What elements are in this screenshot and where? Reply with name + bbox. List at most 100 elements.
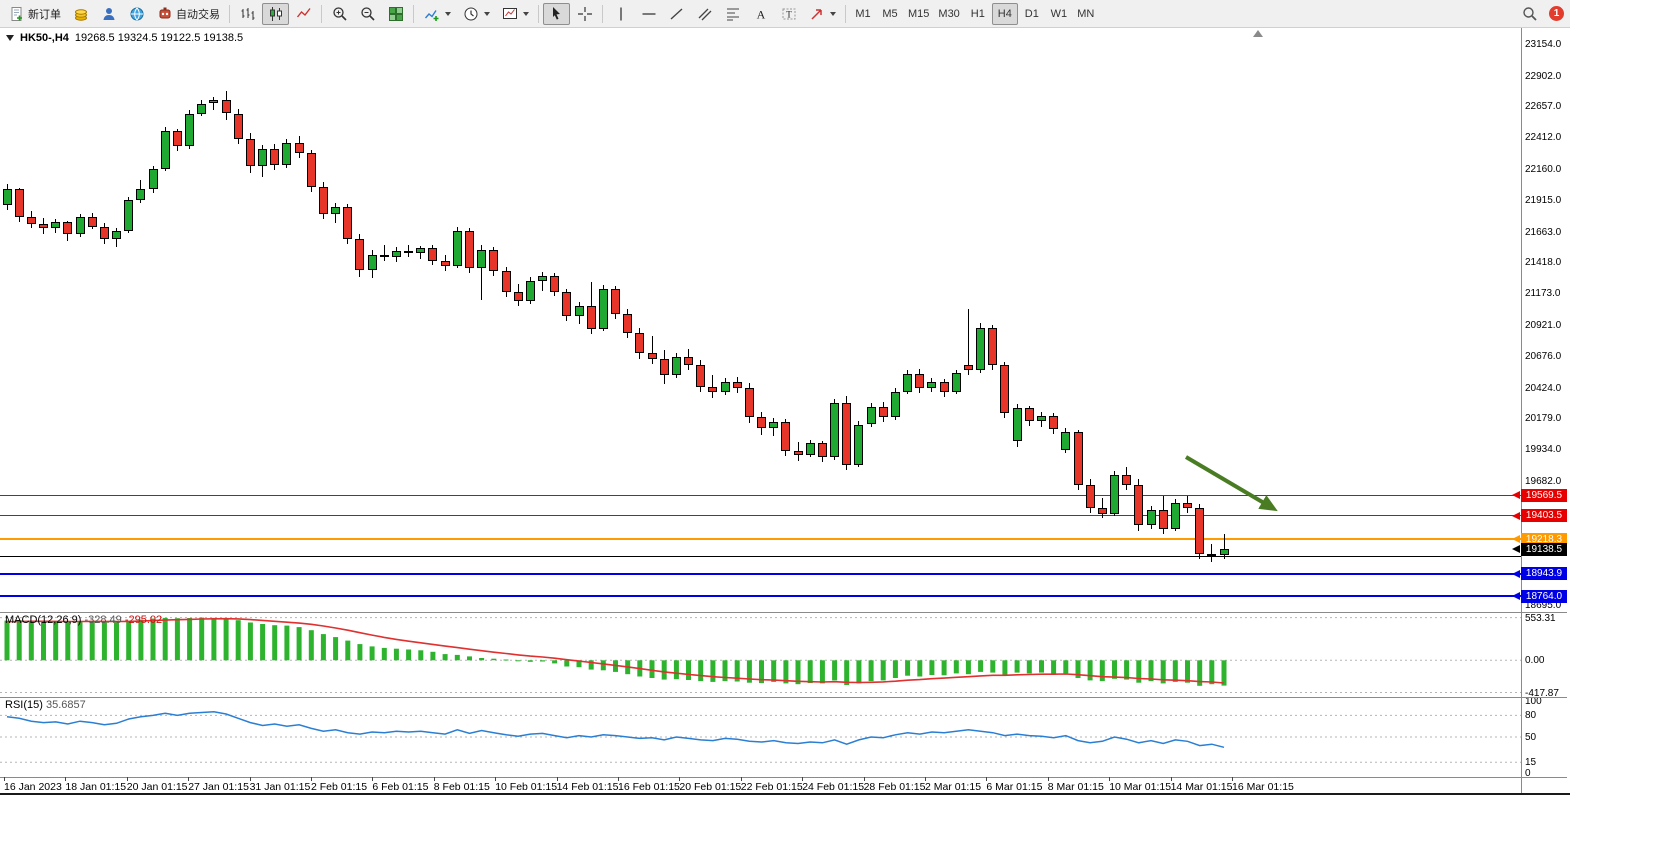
candle-body [367, 254, 377, 270]
candle-body [513, 292, 523, 302]
candle-body [878, 406, 888, 417]
text-tool-button[interactable]: A [747, 3, 774, 25]
timeframe-button-m15[interactable]: M15 [904, 3, 933, 25]
cursor-button[interactable] [543, 2, 570, 25]
candle-body [465, 230, 474, 269]
price-tag[interactable]: 19569.5 [1521, 488, 1567, 502]
fibonacci-tool-button[interactable] [719, 3, 746, 25]
scale-separator [1521, 28, 1522, 795]
candle-body [1146, 510, 1156, 526]
candle-body [611, 288, 620, 314]
price-axis-label: 22160.0 [1525, 164, 1562, 175]
candle-body [915, 374, 925, 388]
tile-windows-button[interactable] [382, 3, 409, 25]
time-axis-label: 14 Feb 01:15 [556, 781, 619, 793]
main-toolbar: 新订单 自动交易 A T M1 M5 M15 M30 H1 H4 D1 W [0, 0, 1570, 28]
candle-body [757, 416, 766, 429]
svg-text:A: A [756, 7, 765, 21]
rsi-label: RSI(15) 35.6857 [5, 699, 86, 711]
timeframe-button-h1[interactable]: H1 [965, 3, 991, 25]
candle-body [26, 216, 36, 225]
notification-badge[interactable]: 1 [1549, 6, 1564, 21]
chart-title: HK50-,H4 19268.5 19324.5 19122.5 19138.5 [6, 32, 243, 44]
chart-shift-marker-icon [1253, 30, 1263, 37]
toolbar-separator [602, 4, 603, 23]
candle-wick [967, 308, 969, 376]
indicators-icon [423, 5, 440, 22]
price-axis-label: 19682.0 [1525, 475, 1562, 487]
trendline-tool-button[interactable] [663, 3, 690, 25]
line-chart-icon [295, 5, 312, 22]
indicators-button[interactable] [418, 3, 456, 25]
macd-panel-separator[interactable] [0, 612, 1567, 613]
price-tag[interactable]: 18764.0 [1521, 589, 1567, 603]
horizontal-line-tool-button[interactable] [635, 3, 662, 25]
bar-chart-mode-button[interactable] [234, 3, 261, 25]
time-axis-label: 10 Feb 01:15 [495, 781, 558, 793]
new-order-button[interactable]: 新订单 [3, 3, 66, 25]
periods-button[interactable] [457, 3, 495, 25]
timeframe-button-h4[interactable]: H4 [991, 2, 1018, 25]
price-tag[interactable]: 19403.5 [1521, 509, 1567, 523]
time-axis-label: 20 Jan 01:15 [126, 781, 188, 793]
line-chart-mode-button[interactable] [290, 3, 317, 25]
time-axis[interactable]: 16 Jan 2023 18 Jan 01:15 20 Jan 01:15 27 Ja… [0, 777, 1521, 795]
auto-trading-button[interactable]: 自动交易 [151, 3, 225, 25]
horizontal-line[interactable] [0, 494, 1521, 496]
vertical-line-icon [612, 5, 629, 22]
horizontal-line[interactable] [0, 555, 1521, 557]
candle-body [598, 288, 608, 329]
arrows-tool-button[interactable] [803, 3, 841, 25]
time-axis-label: 10 Mar 01:15 [1109, 781, 1172, 793]
price-tag[interactable]: 19138.5 [1521, 542, 1567, 556]
candle-body [1207, 554, 1217, 557]
candle-body [209, 99, 219, 104]
timeframe-button-mn[interactable]: MN [1073, 3, 1099, 25]
community-button[interactable] [123, 3, 150, 25]
profile-button[interactable] [95, 3, 122, 25]
candle-body [890, 391, 900, 417]
time-axis-tick [740, 777, 742, 781]
time-axis-tick [802, 777, 804, 781]
price-axis-label: 20424.0 [1525, 382, 1562, 394]
candle-wick [481, 244, 483, 300]
timeframe-button-w1[interactable]: W1 [1046, 3, 1072, 25]
vertical-line-tool-button[interactable] [607, 3, 634, 25]
crosshair-button[interactable] [571, 3, 598, 25]
gold-button[interactable] [67, 3, 94, 25]
candle-body [574, 306, 584, 317]
time-axis-separator [0, 777, 1567, 778]
horizontal-line[interactable] [0, 538, 1521, 541]
price-axis-label: 20676.0 [1525, 350, 1562, 362]
line-right-marker-icon [1512, 535, 1520, 544]
toolbar-separator [321, 4, 322, 23]
collapse-triangle-icon[interactable] [6, 35, 14, 41]
time-axis-tick [556, 777, 558, 781]
channel-tool-button[interactable] [691, 3, 718, 25]
candlestick-mode-button[interactable] [262, 2, 289, 25]
price-tag[interactable]: 18943.9 [1521, 567, 1567, 581]
globe-icon [128, 5, 145, 22]
search-icon [1521, 5, 1538, 22]
price-axis[interactable]: 19569.5 19403.5 19218.3 19138.5 18943.9 18764… [1521, 0, 1569, 846]
candle-body [477, 249, 487, 269]
horizontal-line[interactable] [0, 572, 1521, 575]
timeframe-button-m1[interactable]: M1 [850, 3, 876, 25]
templates-button[interactable] [496, 3, 534, 25]
candle-body [854, 424, 864, 465]
zoom-in-button[interactable] [326, 3, 353, 25]
horizontal-line[interactable] [0, 595, 1521, 598]
search-button[interactable] [1516, 3, 1543, 25]
label-tool-button[interactable]: T [775, 3, 802, 25]
timeframe-button-m30[interactable]: M30 [934, 3, 963, 25]
timeframe-button-d1[interactable]: D1 [1019, 3, 1045, 25]
svg-text:T: T [786, 9, 792, 19]
time-axis-tick [863, 777, 865, 781]
price-tag[interactable]: 19218.3 [1521, 532, 1567, 546]
candle-body [440, 260, 450, 266]
timeframe-button-m5[interactable]: M5 [877, 3, 903, 25]
zoom-out-button[interactable] [354, 3, 381, 25]
rsi-panel-separator[interactable] [0, 697, 1567, 698]
horizontal-line[interactable] [0, 515, 1521, 517]
